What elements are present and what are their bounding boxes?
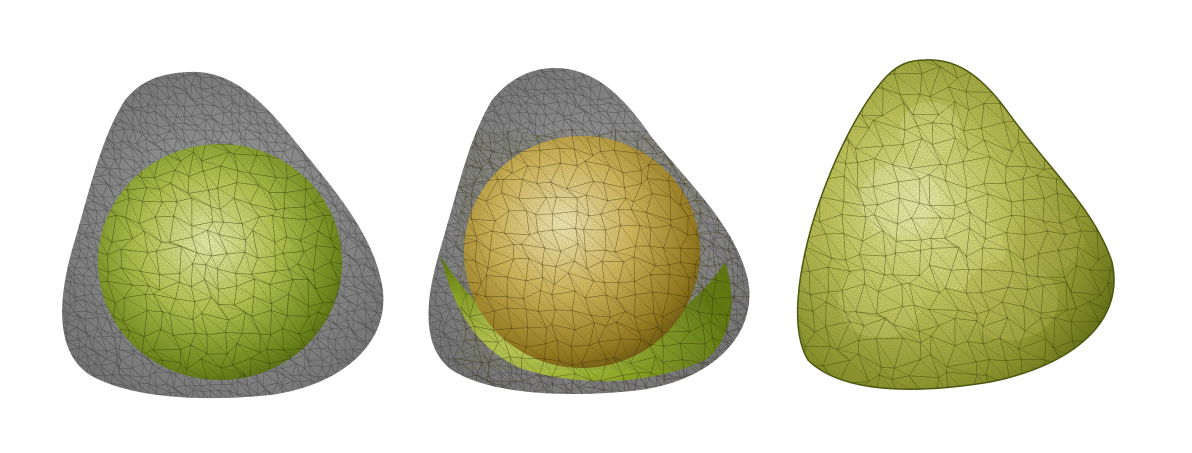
panel-2-mesh bbox=[428, 68, 750, 395]
panel-3-mesh bbox=[796, 59, 1115, 390]
panel-1-mesh bbox=[62, 71, 384, 399]
